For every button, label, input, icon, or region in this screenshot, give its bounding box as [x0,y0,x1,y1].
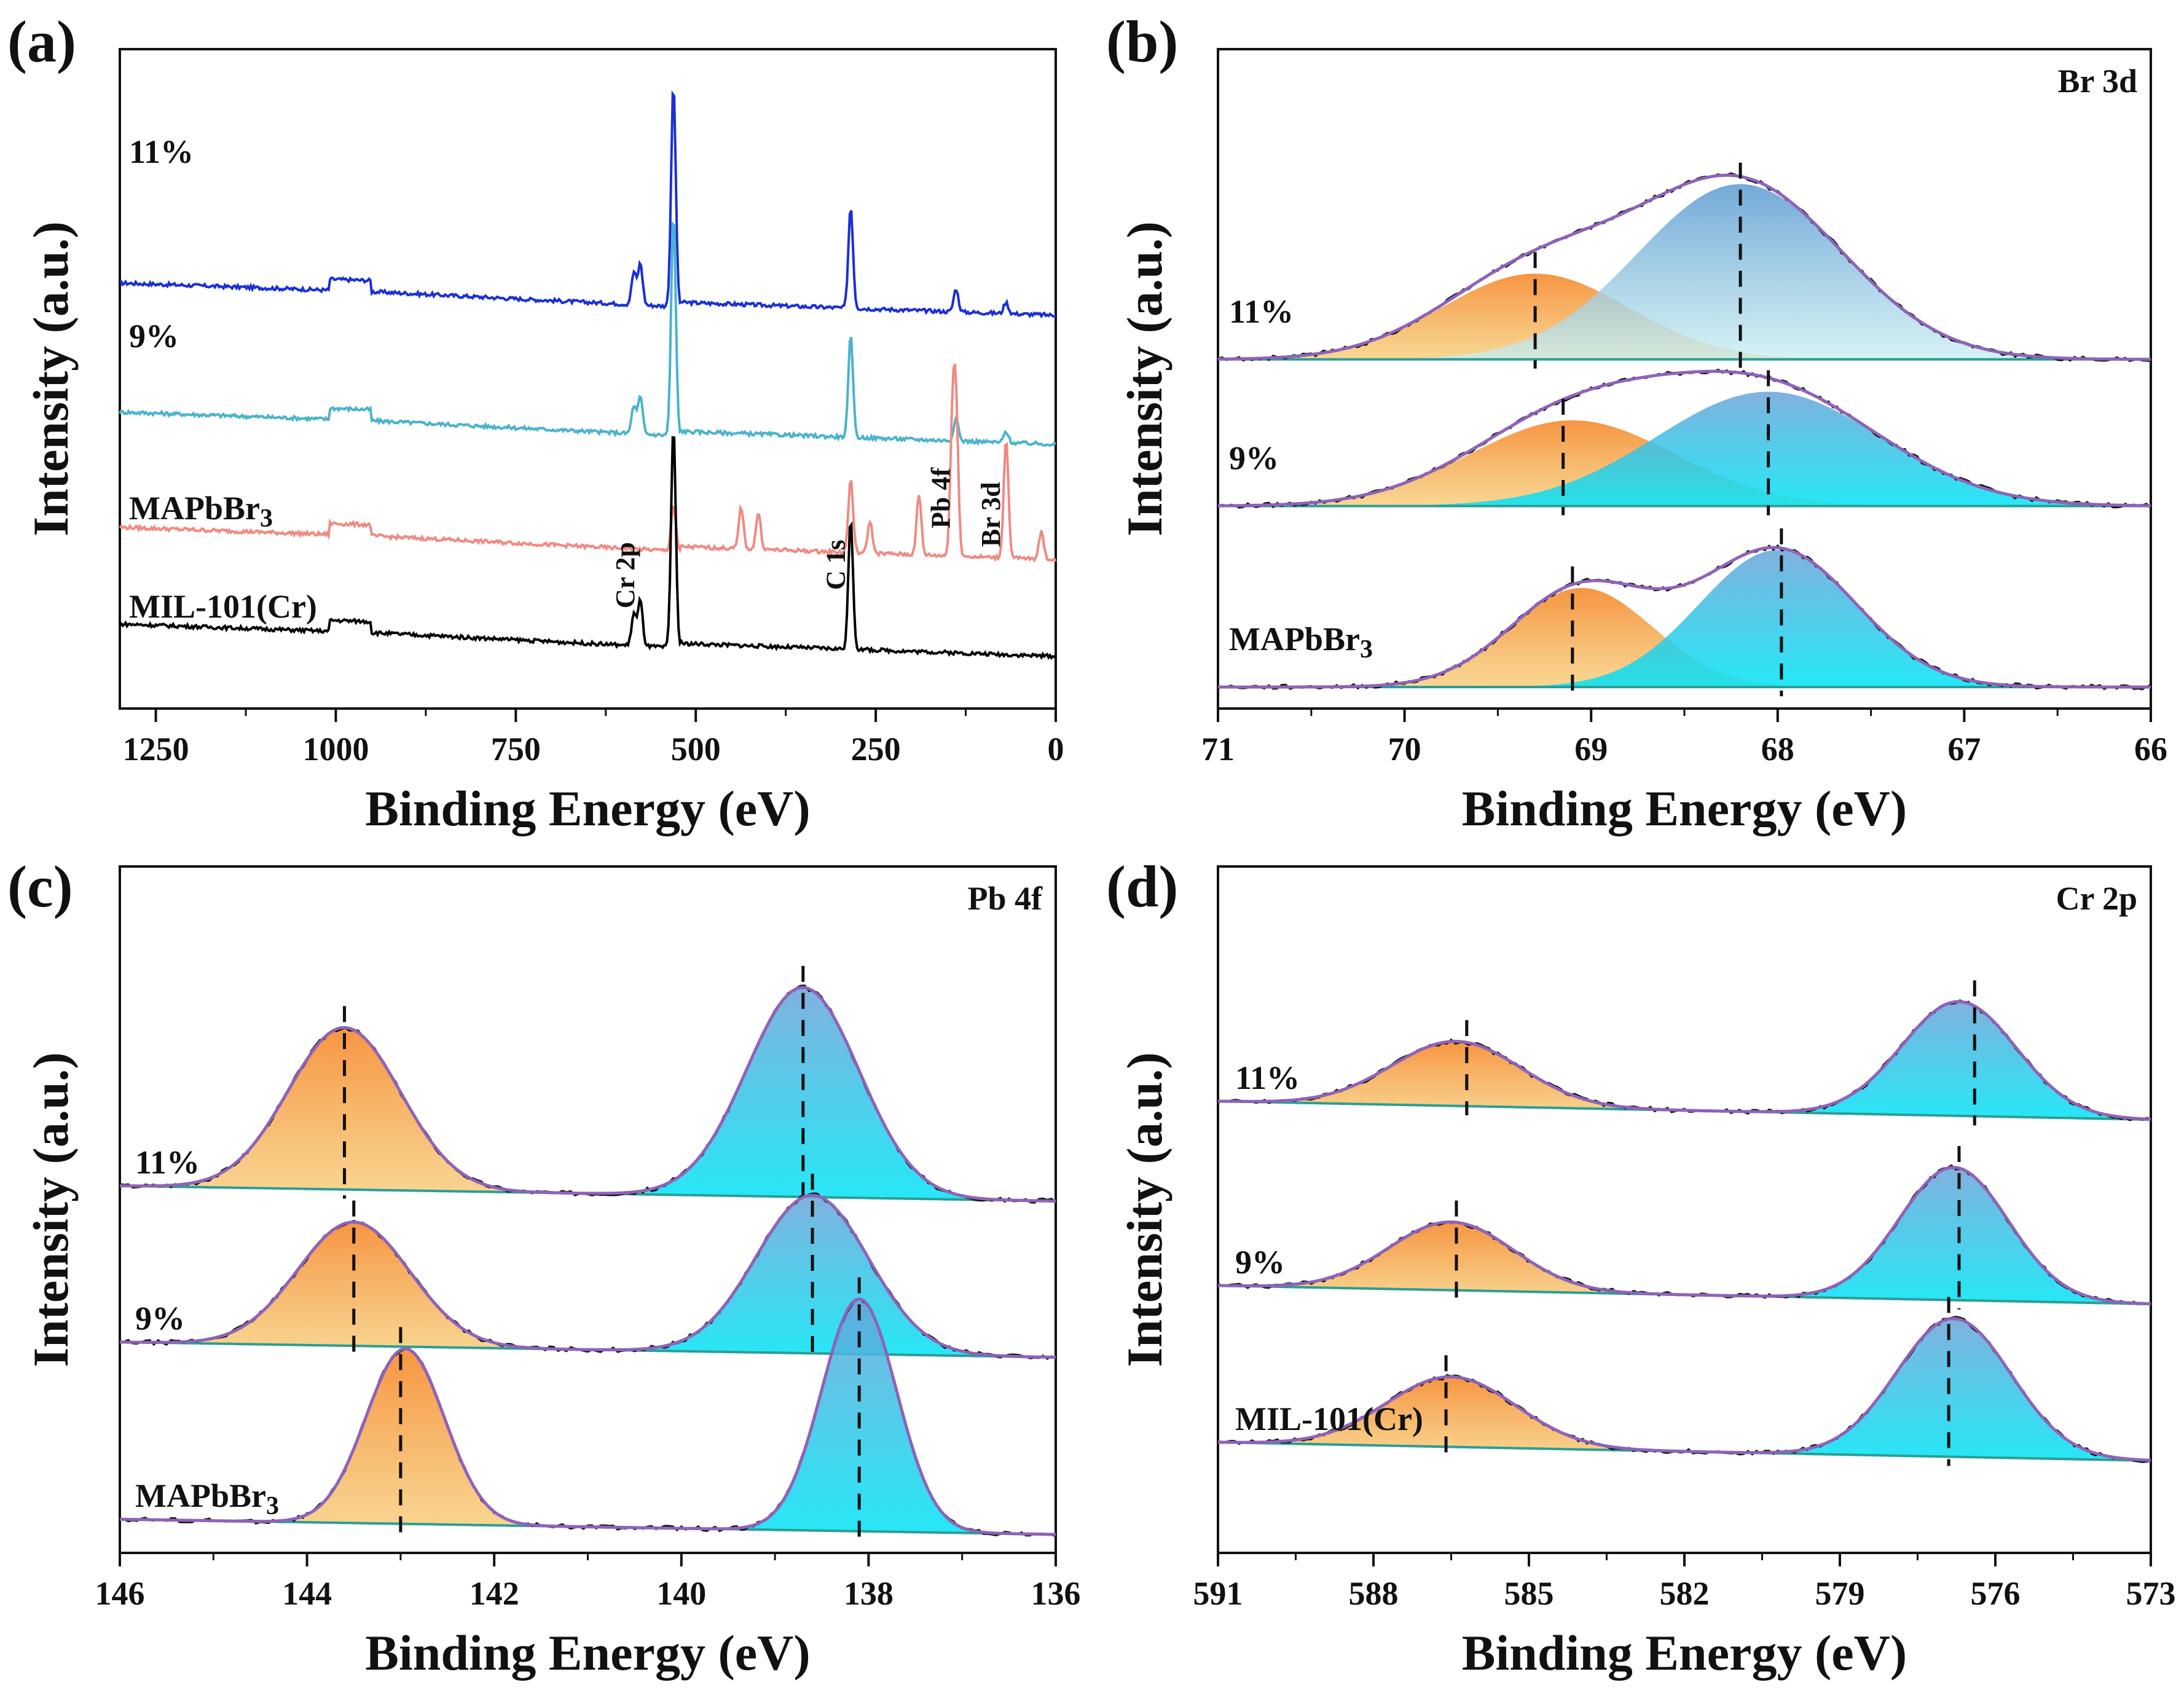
survey-line-1 [119,221,1057,447]
component-area-0-0 [1218,273,2151,359]
sample-label: 11% [1235,1059,1300,1096]
panel-b: 71 70 69 68 67 66 Binding Energy (eV) Intensity… [1106,9,2167,836]
x-tick-label: 576 [1971,1575,2021,1612]
envelope-line-1 [119,1193,1056,1359]
sample-label: 11% [135,1144,200,1181]
envelope-line-2 [119,1297,1056,1536]
component-area-2-1 [120,1298,1056,1534]
x-tick-label: 71 [1201,731,1235,768]
x-tick-label: 146 [95,1575,145,1612]
sample-label: 9% [129,318,179,355]
envelope-line-0 [1217,173,2151,361]
component-area-0-0 [1218,1041,2151,1120]
x-tick-label: 588 [1349,1575,1399,1612]
envelope-line-1 [1218,369,2151,508]
envelope-line-2 [1217,1317,2151,1462]
sample-label: MAPbBr3 [1229,621,1373,664]
axes-frame [119,865,1057,1554]
x-axis-title: Binding Energy (eV) [1462,1625,1907,1681]
panel-label: (b) [1106,9,1178,74]
sample-label: MIL-101(Cr) [1235,1400,1423,1437]
component-area-1-1 [1218,1167,2151,1304]
x-tick-label: 250 [851,731,901,768]
sample-label: 9% [135,1300,185,1337]
peak-annotation: Br 3d [976,482,1006,547]
component-area-2-1 [1218,1318,2151,1461]
panel-title: Br 3d [2057,63,2137,100]
panel-title: Pb 4f [968,880,1043,917]
peak-annotation: C 1s [820,540,850,590]
y-axis-title: Intensity (a.u.) [23,221,79,536]
sample-label: 9% [1229,440,1279,477]
panel-label: (a) [7,9,76,74]
peak-annotation: Pb 4f [926,467,956,528]
x-tick-label: 67 [1947,731,1981,768]
x-axis-title: Binding Energy (eV) [365,1625,810,1681]
x-tick-label: 138 [844,1575,894,1612]
panel-label: (d) [1106,854,1178,919]
y-axis-title: Intensity (a.u.) [1117,1052,1173,1367]
peak-annotation: Cr 2p [610,542,640,608]
x-axis-title: Binding Energy (eV) [365,780,810,836]
x-axis-title: Binding Energy (eV) [1462,780,1907,836]
x-tick-label: 66 [2134,731,2167,768]
panel-label: (c) [7,854,73,919]
x-tick-label: 0 [1048,731,1064,768]
survey-line-3 [119,436,1056,661]
axes-frame [119,48,1057,710]
x-tick-label: 500 [671,731,721,768]
x-tick-label: 582 [1660,1575,1710,1612]
component-area-2-1 [1218,549,2151,687]
x-tick-label: 142 [469,1575,519,1612]
component-area-2-0 [120,1348,1056,1534]
sample-label: 11% [129,133,194,170]
panel-title: Cr 2p [2056,880,2137,917]
x-tick-label: 140 [656,1575,706,1612]
x-tick-label: 69 [1574,731,1608,768]
x-tick-label: 1000 [302,731,369,768]
component-area-1-0 [1218,1222,2151,1304]
x-tick-label: 573 [2126,1575,2176,1612]
sample-label: 9% [1235,1244,1285,1281]
x-tick-label: 591 [1193,1575,1243,1612]
panel-d: 591 588 585 582 579 576 573 Binding Energy (eV)… [1106,854,2176,1681]
panel-c: 146 144 142 140 138 136 Binding Energy (eV) Int… [7,854,1081,1681]
survey-line-2 [119,363,1057,563]
x-tick-label: 136 [1031,1575,1081,1612]
envelope-line-0 [1217,1000,2151,1121]
sample-label: MAPbBr3 [129,490,273,533]
x-tick-label: 70 [1388,731,1421,768]
component-area-0-1 [120,988,1056,1201]
component-area-0-1 [1218,1001,2151,1120]
component-area-0-1 [1218,184,2151,359]
component-area-0-0 [120,1027,1056,1201]
x-tick-label: 585 [1504,1575,1554,1612]
x-tick-label: 750 [491,731,541,768]
x-tick-label: 1250 [123,731,189,768]
x-tick-label: 144 [282,1575,332,1612]
component-area-1-1 [120,1195,1056,1357]
envelope-line-0 [119,986,1056,1203]
survey-line-0 [119,90,1056,319]
y-axis-title: Intensity (a.u.) [23,1052,79,1367]
y-axis-title: Intensity (a.u.) [1117,221,1173,536]
sample-label: 11% [1229,293,1294,330]
component-area-1-1 [1218,391,2151,506]
sample-label: MAPbBr3 [135,1477,279,1520]
axes-frame [1217,48,2152,710]
component-area-2-0 [1218,1377,2151,1461]
envelope-line-2 [1218,546,2151,689]
sample-label: MIL-101(Cr) [129,588,317,625]
envelope-line-1 [1217,1166,2151,1306]
x-tick-label: 579 [1815,1575,1865,1612]
panel-a: 1250 1000 750 500 250 0 Binding Energy (eV) Int… [7,9,1064,836]
x-tick-label: 68 [1761,731,1794,768]
